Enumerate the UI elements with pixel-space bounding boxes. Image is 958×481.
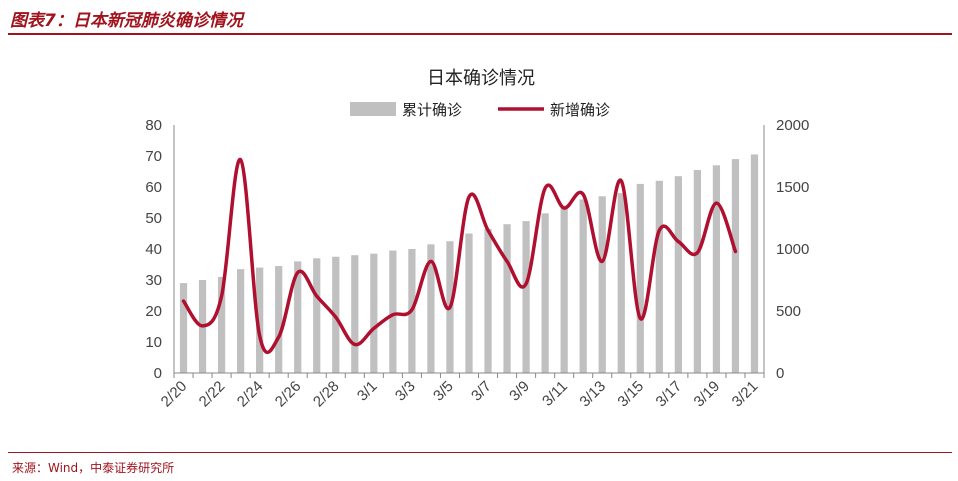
- bar: [522, 221, 530, 373]
- bottom-divider: [8, 452, 952, 453]
- source-note: 来源：Wind，中泰证券研究所: [12, 461, 175, 475]
- left-tick-label: 10: [145, 334, 162, 351]
- bar: [465, 233, 473, 373]
- bar: [617, 193, 625, 373]
- x-tick-label: 3/1: [354, 378, 381, 405]
- bar: [731, 159, 740, 373]
- bar: [484, 228, 492, 373]
- bar: [351, 255, 359, 373]
- bar: [712, 165, 721, 373]
- x-tick-label: 3/21: [729, 378, 762, 411]
- x-tick-label: 3/9: [506, 378, 533, 405]
- x-tick-label: 2/28: [310, 378, 343, 411]
- left-tick-label: 80: [145, 117, 162, 134]
- right-tick-label: 500: [776, 303, 801, 320]
- legend-label-line: 新增确诊: [550, 101, 610, 119]
- right-tick-label: 1500: [776, 179, 809, 196]
- right-tick-label: 1000: [776, 241, 809, 258]
- bar: [294, 261, 302, 373]
- left-axis-ticks: 0 10 20 30 40 50 60 70 80: [145, 117, 162, 382]
- bar: [598, 196, 606, 373]
- right-tick-label: 0: [776, 365, 784, 382]
- legend-label-bar: 累计确诊: [402, 101, 462, 119]
- x-tick-label: 3/7: [468, 378, 495, 405]
- left-tick-label: 20: [145, 303, 162, 320]
- x-tick-label: 2/22: [196, 378, 229, 411]
- bar: [427, 244, 435, 373]
- bar: [541, 213, 549, 373]
- x-tick-label: 3/13: [576, 378, 609, 411]
- bar: [217, 276, 226, 373]
- x-tick-label: 2/24: [234, 378, 267, 411]
- chart: 日本确诊情况 累计确诊 新增确诊 0 10 20 30 40 50 60 70 80 0 500 1…: [145, 68, 809, 411]
- left-tick-label: 40: [145, 241, 162, 258]
- bar: [389, 250, 397, 373]
- bar: [579, 199, 587, 373]
- bar: [750, 154, 759, 373]
- x-tick-label: 2/20: [158, 378, 191, 411]
- bar: [179, 283, 188, 373]
- left-tick-label: 60: [145, 179, 162, 196]
- right-tick-label: 2000: [776, 117, 809, 134]
- x-tick-label: 3/11: [539, 378, 571, 410]
- x-tick-label: 3/17: [653, 378, 686, 411]
- line-series: [181, 157, 738, 355]
- x-tick-label: 3/19: [691, 378, 724, 411]
- x-axis-ticks: 2/20 2/22 2/24 2/26 2/28 3/1 3/3 3/5 3/7 3/9 3/11 3…: [158, 378, 762, 411]
- x-tick-label: 3/3: [392, 378, 419, 405]
- bar: [275, 266, 283, 373]
- bar: [560, 205, 568, 373]
- legend: 累计确诊 新增确诊: [350, 101, 610, 119]
- left-tick-label: 30: [145, 272, 162, 289]
- figure-title: 图表7：日本新冠肺炎确诊情况: [10, 11, 243, 31]
- legend-swatch-bar: [350, 102, 396, 116]
- x-tick-label: 2/26: [272, 378, 305, 411]
- bar: [236, 269, 245, 373]
- left-tick-label: 70: [145, 148, 162, 165]
- bar: [674, 176, 682, 373]
- x-tick-label: 3/15: [614, 378, 647, 411]
- bar: [370, 253, 378, 373]
- bar: [503, 224, 511, 373]
- bar: [636, 183, 644, 373]
- left-tick-label: 0: [154, 365, 162, 382]
- x-tick-label: 3/5: [430, 378, 457, 405]
- bar: [256, 267, 264, 373]
- bar-series: [179, 154, 759, 373]
- right-axis-ticks: 0 500 1000 1500 2000: [776, 117, 809, 382]
- axes: [173, 125, 765, 378]
- line-new-cases: [181, 157, 738, 355]
- bar: [655, 180, 663, 373]
- bar: [313, 258, 321, 373]
- left-tick-label: 50: [145, 210, 162, 227]
- chart-title: 日本确诊情况: [427, 68, 535, 89]
- top-divider: [8, 33, 952, 35]
- bar: [693, 169, 702, 373]
